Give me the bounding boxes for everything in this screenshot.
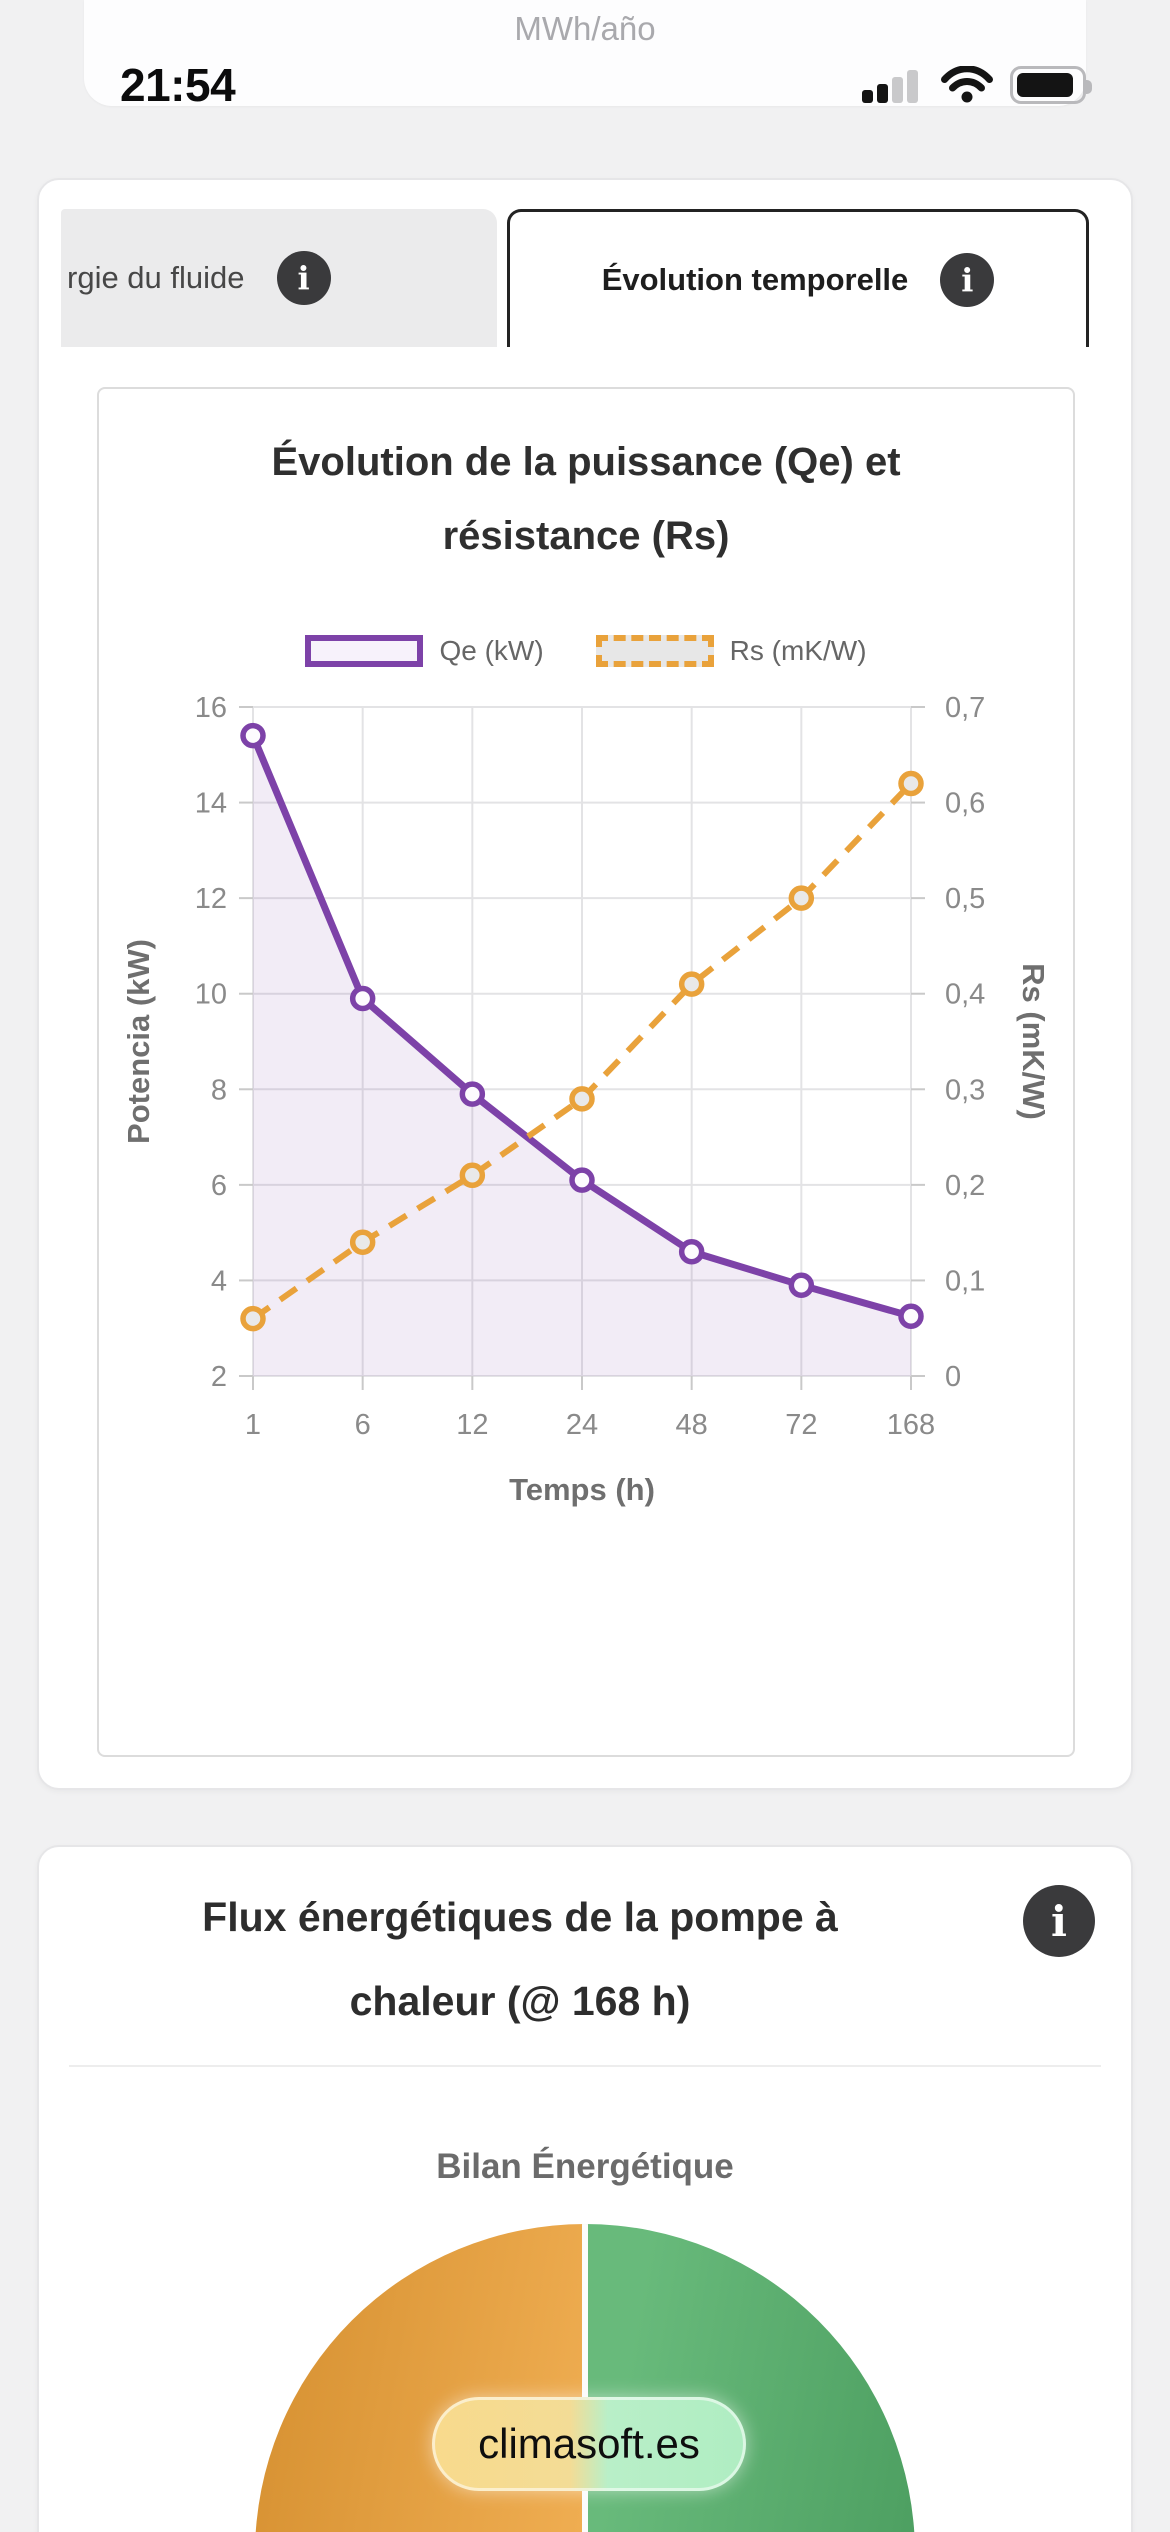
scrolled-header-strip: MWh/año [84, 0, 1086, 106]
right-tick: 0,5 [945, 883, 985, 915]
left-tick: 4 [211, 1265, 227, 1297]
line-chart-plot: 16 0,714 0,612 0,510 0,48 0,36 0,24 0,12 01 6 12 24… [121, 694, 1051, 1507]
battery-icon [1010, 66, 1092, 104]
left-tick: 10 [195, 979, 227, 1011]
flux-title-line2: chaleur (@ 168 h) [349, 1978, 691, 2024]
right-tick: 0,2 [945, 1170, 985, 1202]
info-icon[interactable]: i [940, 252, 995, 307]
legend-swatch-rs [595, 635, 714, 667]
info-icon[interactable]: i [1023, 1885, 1095, 1957]
left-tick: 14 [195, 788, 227, 820]
wifi-icon [941, 66, 993, 103]
right-tick: 0,4 [945, 979, 985, 1011]
battery-fill [1017, 73, 1073, 97]
chart-legend: Qe (kW) Rs (mK/W) [99, 635, 1073, 667]
x-tick: 1 [245, 1409, 261, 1441]
qe-marker [678, 1239, 705, 1265]
x-tick: 24 [566, 1409, 598, 1441]
chart-title-line1: Évolution de la puissance (Qe) et [271, 440, 901, 484]
x-tick: 12 [456, 1409, 488, 1441]
left-tick: 6 [211, 1170, 227, 1202]
watermark-badge: climasoft.es [432, 2397, 746, 2491]
rs-marker [569, 1086, 595, 1112]
left-tick: 16 [195, 694, 227, 724]
info-icon[interactable]: i [276, 251, 331, 305]
x-tick: 48 [676, 1409, 708, 1441]
rs-marker [678, 971, 705, 997]
tab-label: Évolution temporelle [601, 261, 909, 297]
axis-ticks [239, 706, 925, 1390]
status-bar: 21:54 [120, 58, 1092, 112]
qe-marker [240, 722, 266, 749]
chart-section-card: rgie du fluide i Évolution temporelle i … [37, 178, 1133, 1790]
right-tick: 0,1 [945, 1265, 985, 1297]
rs-marker [240, 1305, 266, 1332]
tab-energie-du-fluide[interactable]: rgie du fluide i [61, 209, 497, 347]
pie-chart-title: Bilan Énergétique [436, 2147, 734, 2186]
tab-label: rgie du fluide [67, 260, 245, 295]
right-tick: 0 [945, 1361, 961, 1393]
chart-title-line2: résistance (Rs) [442, 514, 730, 558]
legend-swatch-qe [305, 635, 424, 667]
right-tick: 0,3 [945, 1074, 985, 1106]
scrolled-header-text: MWh/año [514, 10, 656, 47]
rs-marker [459, 1162, 486, 1189]
right-tick: 0,7 [945, 694, 985, 724]
clock: 21:54 [120, 59, 236, 111]
legend-label-qe: Qe (kW) [439, 635, 544, 666]
series [240, 722, 924, 1376]
left-tick: 2 [211, 1361, 227, 1393]
cellular-signal-icon [862, 70, 918, 103]
line-chart-card: Évolution de la puissance (Qe) et résist… [97, 387, 1075, 1757]
rs-marker [788, 885, 815, 911]
rs-marker [898, 770, 924, 797]
tab-bar: rgie du fluide i Évolution temporelle i [61, 209, 1089, 347]
right-tick: 0,6 [945, 788, 985, 820]
x-tick: 168 [887, 1409, 935, 1441]
x-axis-title: Temps (h) [509, 1472, 655, 1507]
rs-marker [349, 1229, 376, 1255]
x-tick: 6 [355, 1409, 371, 1441]
left-tick: 12 [195, 883, 227, 915]
qe-marker [569, 1167, 595, 1193]
pie-slice-divider [582, 2224, 588, 2532]
qe-marker [459, 1081, 486, 1107]
battery-nub [1086, 80, 1092, 94]
left-tick: 8 [211, 1074, 227, 1106]
legend-label-rs: Rs (mK/W) [729, 635, 867, 666]
tab-evolution-temporelle[interactable]: Évolution temporelle i [507, 209, 1089, 347]
x-tick: 72 [785, 1409, 817, 1441]
left-axis-title: Potencia (kW) [121, 939, 156, 1144]
qe-marker [898, 1303, 924, 1330]
divider [69, 2065, 1101, 2067]
qe-area-fill [253, 735, 911, 1376]
qe-marker [788, 1272, 815, 1298]
flux-title: Flux énergétiques de la pompe à chaleur … [79, 1875, 961, 2043]
right-axis-title: Rs (mK/W) [1016, 963, 1051, 1120]
status-icons [862, 66, 1092, 104]
flux-header: Flux énergétiques de la pompe à chaleur … [39, 1875, 1131, 2043]
flux-card: Flux énergétiques de la pompe à chaleur … [37, 1845, 1133, 2532]
chart-title: Évolution de la puissance (Qe) et résist… [99, 425, 1073, 573]
flux-title-line1: Flux énergétiques de la pompe à [202, 1894, 838, 1940]
qe-marker [349, 985, 376, 1012]
